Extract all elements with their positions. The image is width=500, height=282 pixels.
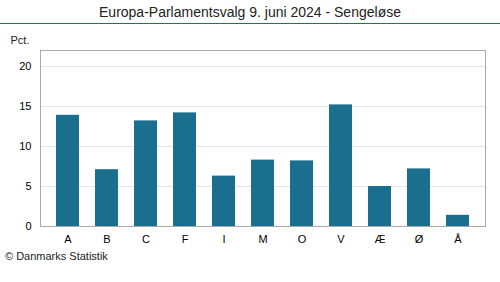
svg-text:I: I	[222, 233, 225, 245]
svg-text:O: O	[298, 233, 307, 245]
svg-text:15: 15	[19, 100, 31, 112]
svg-text:C: C	[142, 233, 150, 245]
svg-text:F: F	[182, 233, 189, 245]
svg-text:A: A	[64, 233, 72, 245]
svg-text:B: B	[103, 233, 110, 245]
html-text:Europa-Parlamentsvalg 9. juni: Europa-Parlamentsvalg 9. juni 2024 - Sen…	[99, 4, 401, 20]
svg-text:Pct.: Pct.	[11, 34, 30, 46]
svg-text:Ø: Ø	[415, 233, 424, 245]
svg-text:10: 10	[19, 140, 31, 152]
svg-text:20: 20	[19, 60, 31, 72]
html-text:© Danmarks Statistik: © Danmarks Statistik	[5, 250, 108, 262]
svg-text:M: M	[258, 233, 267, 245]
svg-text:5: 5	[25, 180, 31, 192]
svg-text:V: V	[337, 233, 345, 245]
svg-text:0: 0	[25, 220, 31, 232]
svg-text:Å: Å	[454, 233, 462, 245]
svg-text:Æ: Æ	[375, 233, 386, 245]
